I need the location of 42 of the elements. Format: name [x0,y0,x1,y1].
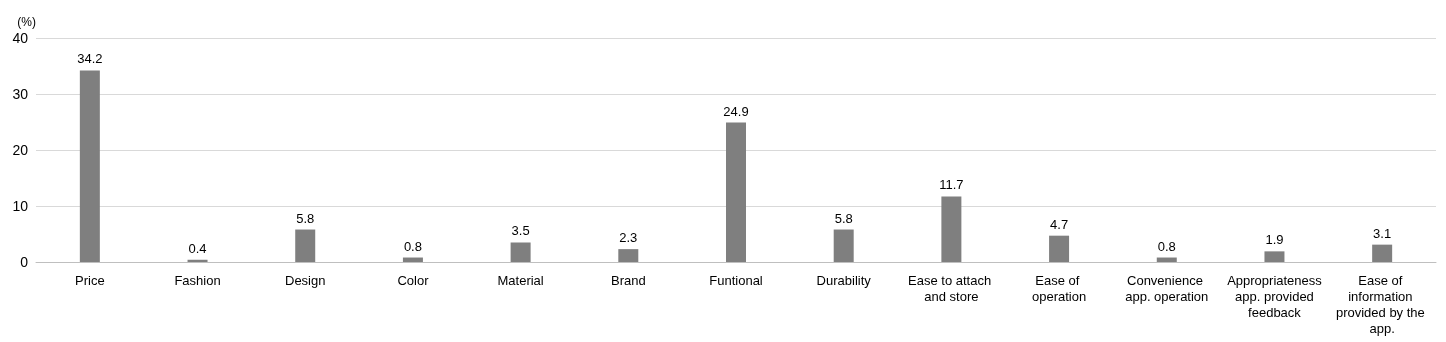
x-tick-label: Color [397,272,430,288]
data-label: 5.8 [834,210,853,226]
y-tick-label: 20 [12,142,29,158]
bar [1372,244,1393,262]
bar [941,196,962,262]
data-label: 5.8 [296,210,315,226]
x-tick-label: Ease of operation [1031,272,1087,304]
data-label: 0.4 [188,240,207,256]
x-tick-label: Durability [816,272,872,288]
x-tick-label: Funtional [709,272,763,288]
data-label: 34.2 [77,51,103,67]
data-label: 0.8 [403,238,422,254]
bar [295,229,316,262]
bar [79,70,100,262]
data-label: 3.1 [1373,225,1392,241]
x-tick-label: Ease of information provided by the app. [1335,272,1429,336]
y-tick-label: 0 [20,254,29,270]
data-label: 3.5 [511,223,530,239]
data-label: 1.9 [1265,232,1284,248]
x-tick-label: Price [75,272,105,288]
x-tick-label: Fashion [174,272,221,288]
x-tick-label: Design [285,272,326,288]
bar [833,229,854,262]
bar [726,122,746,262]
bar [1049,235,1070,262]
x-tick-label: Material [497,272,544,288]
x-tick-label: Brand [610,272,646,288]
y-axis-title: (%) [17,15,36,29]
y-tick-label: 30 [12,86,29,102]
x-tick-label: Convenience app. operation [1125,272,1209,304]
bar [1264,251,1285,262]
y-tick-label: 10 [12,198,29,214]
data-label: 2.3 [619,230,638,246]
data-label: 24.9 [723,103,749,119]
x-tick-label: Ease to attach and store [908,272,995,304]
y-tick-label: 40 [12,30,29,46]
bar [510,242,531,262]
x-tick-label: Appropriateness app. provided feedback [1227,272,1323,320]
data-label: 0.8 [1157,238,1176,254]
data-label: 11.7 [939,177,964,193]
data-label: 4.7 [1050,216,1069,232]
bar [618,249,639,262]
